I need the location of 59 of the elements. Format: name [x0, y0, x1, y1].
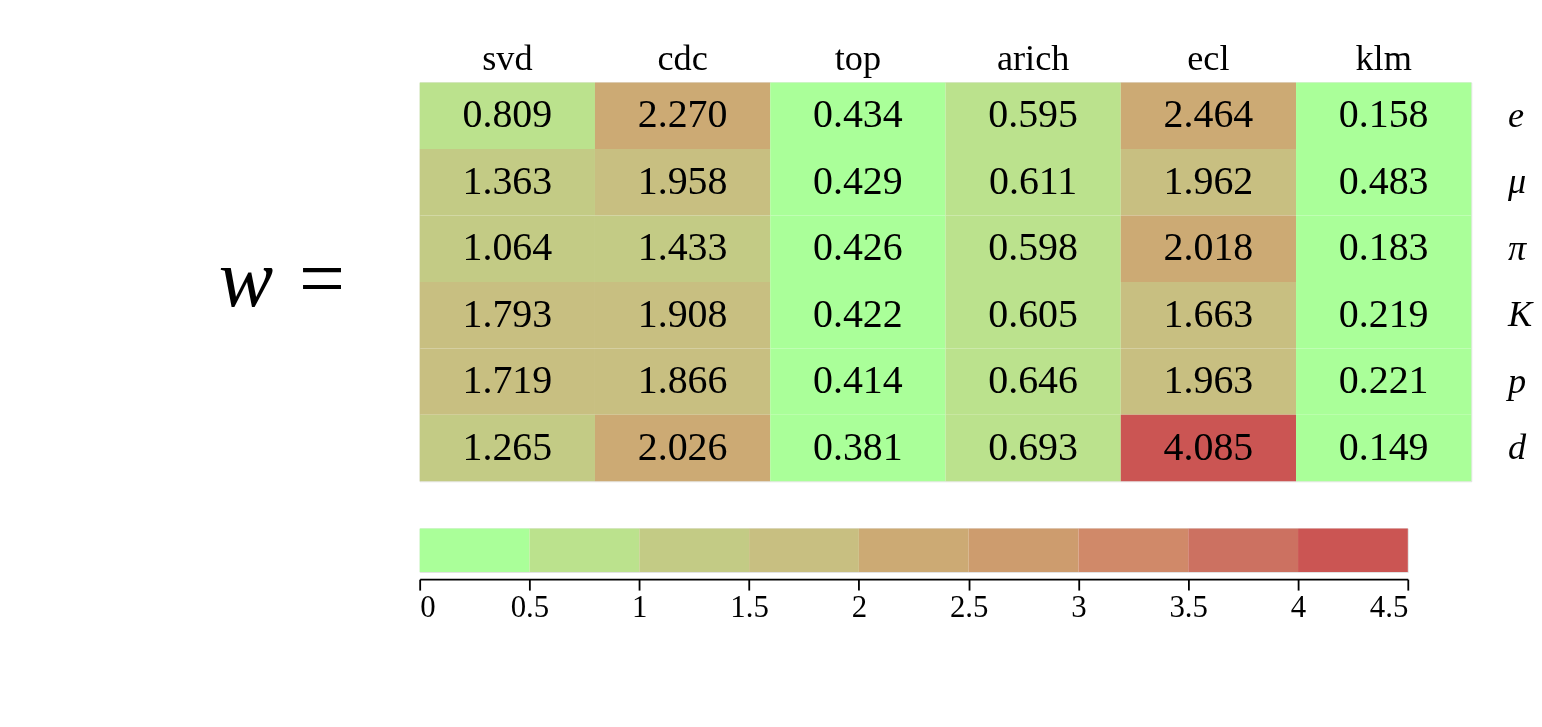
data-label: 1.433 [637, 224, 728, 270]
x-tick-label: ecl [1187, 38, 1230, 79]
color-bar-label: 3 [1071, 589, 1087, 624]
data-label: 1.793 [462, 290, 553, 336]
data-label: 1.958 [637, 157, 728, 203]
data-label: 2.018 [1163, 224, 1254, 270]
data-label: 1.866 [637, 357, 728, 403]
data-label: 0.422 [813, 290, 903, 336]
x-tick-label: klm [1355, 38, 1412, 79]
data-label: 1.908 [637, 290, 728, 336]
data-label: 0.595 [988, 91, 1078, 137]
x-tick-label: cdc [657, 38, 708, 79]
color-bar-label: 0.5 [510, 589, 550, 624]
data-label: 0.414 [813, 357, 903, 403]
x-tick-label: arich [996, 38, 1070, 79]
data-label: 1.962 [1163, 157, 1254, 203]
y-tick-label: π [1508, 227, 1528, 268]
data-label: 1.719 [462, 357, 553, 403]
data-label: 0.646 [988, 357, 1078, 403]
data-label: 0.429 [813, 157, 903, 203]
x-tick-label: svd [482, 38, 533, 79]
data-label: 0.381 [813, 423, 903, 469]
color-bar-label: 0 [420, 589, 436, 624]
data-label: 0.693 [988, 423, 1078, 469]
color-bar-label: 2 [851, 589, 868, 624]
color-bar-label: 2.5 [949, 589, 989, 624]
data-label: 0.611 [989, 157, 1078, 203]
data-label: 0.426 [813, 224, 903, 270]
data-label: 2.270 [637, 91, 728, 137]
data-label: 0.149 [1338, 423, 1429, 469]
x-tick-label: top [834, 38, 882, 79]
data-label: 0.434 [813, 91, 903, 137]
data-label: 0.221 [1338, 357, 1429, 403]
data-label: 4.085 [1163, 423, 1254, 469]
color-bar-label: 1 [632, 589, 648, 624]
data-label: 0.598 [988, 224, 1078, 270]
data-label: 0.605 [988, 290, 1078, 336]
color-bar-label: 4.5 [1369, 589, 1409, 624]
data-label: 2.464 [1163, 91, 1254, 137]
y-tick-label: μ [1507, 161, 1527, 202]
data-label: 1.963 [1163, 357, 1254, 403]
data-label: 0.809 [462, 91, 553, 137]
y-tick-label: d [1508, 426, 1528, 467]
data-label: 0.219 [1338, 290, 1429, 336]
text: w = [218, 233, 349, 325]
data-label: 1.064 [462, 224, 553, 270]
y-tick-label: K [1507, 294, 1535, 335]
color-bar-label: 4 [1290, 589, 1307, 624]
color-bar-label: 3.5 [1169, 589, 1208, 624]
data-label: 0.158 [1338, 91, 1429, 137]
data-label: 1.265 [462, 423, 553, 469]
data-label: 2.026 [637, 423, 728, 469]
color-bar-label: 1.5 [730, 589, 769, 624]
data-label: 0.483 [1338, 157, 1429, 203]
data-label: 1.663 [1163, 290, 1254, 336]
y-tick-label: p [1505, 360, 1527, 401]
data-label: 1.363 [462, 157, 553, 203]
data-label: 0.183 [1338, 224, 1429, 270]
y-tick-label: e [1508, 94, 1525, 135]
